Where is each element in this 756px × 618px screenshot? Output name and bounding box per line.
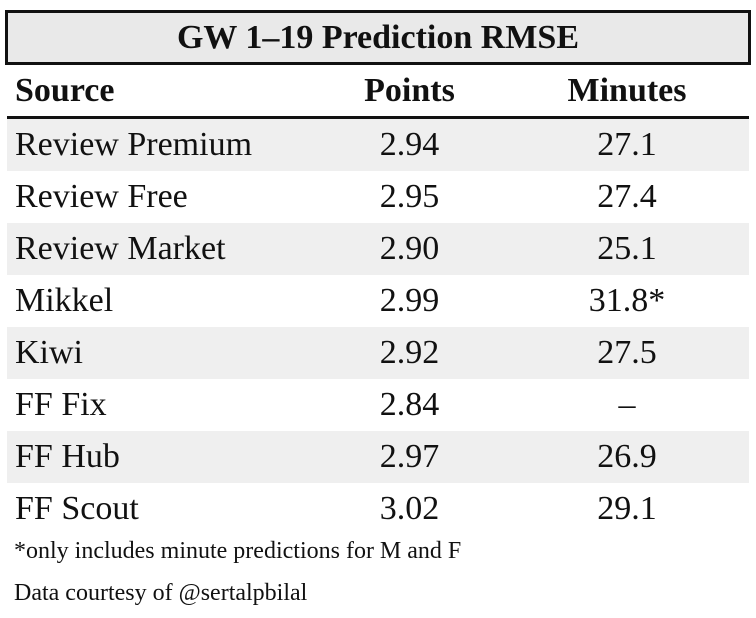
header-minutes: Minutes [567, 72, 687, 109]
cell-minutes: 31.8* [588, 282, 666, 319]
cell-minutes: 27.1 [597, 126, 657, 163]
table-header-row: Source Points Minutes [7, 66, 749, 119]
cell-points: 2.97 [379, 438, 440, 475]
cell-minutes: 26.9 [597, 438, 657, 475]
cell-source: Review Free [15, 178, 188, 215]
cell-minutes: 27.4 [597, 178, 657, 215]
cell-source: FF Scout [15, 490, 139, 527]
table-row: Mikkel 2.99 31.8* [7, 275, 749, 327]
table-row: Review Premium 2.94 27.1 [7, 119, 749, 171]
header-source: Source [15, 72, 115, 109]
cell-minutes: 25.1 [597, 230, 657, 267]
table-row: Kiwi 2.92 27.5 [7, 327, 749, 379]
cell-minutes: 29.1 [597, 490, 657, 527]
header-points: Points [364, 72, 455, 109]
cell-points: 3.02 [379, 490, 440, 527]
data-credit: Data courtesy of @sertalpbilal [14, 580, 308, 606]
cell-source: Review Market [15, 230, 226, 267]
table-row: Review Market 2.90 25.1 [7, 223, 749, 275]
table-row: FF Fix 2.84 – [7, 379, 749, 431]
cell-source: FF Fix [15, 386, 107, 423]
table-row: Review Free 2.95 27.4 [7, 171, 749, 223]
cell-points: 2.84 [379, 386, 440, 423]
cell-points: 2.94 [379, 126, 440, 163]
cell-points: 2.90 [379, 230, 440, 267]
cell-source: Kiwi [15, 334, 83, 371]
cell-source: Review Premium [15, 126, 253, 163]
footnote: *only includes minute predictions for M … [14, 538, 462, 564]
cell-points: 2.92 [379, 334, 440, 371]
table-body: Review Premium 2.94 27.1 Review Free 2.9… [7, 119, 749, 535]
cell-source: FF Hub [15, 438, 120, 475]
table-row: FF Hub 2.97 26.9 [7, 431, 749, 483]
table-row: FF Scout 3.02 29.1 [7, 483, 749, 535]
cell-points: 2.99 [379, 282, 440, 319]
cell-minutes: – [618, 386, 636, 423]
table-title: GW 1–19 Prediction RMSE [5, 10, 751, 65]
cell-points: 2.95 [379, 178, 440, 215]
cell-minutes: 27.5 [597, 334, 657, 371]
cell-source: Mikkel [15, 282, 114, 319]
